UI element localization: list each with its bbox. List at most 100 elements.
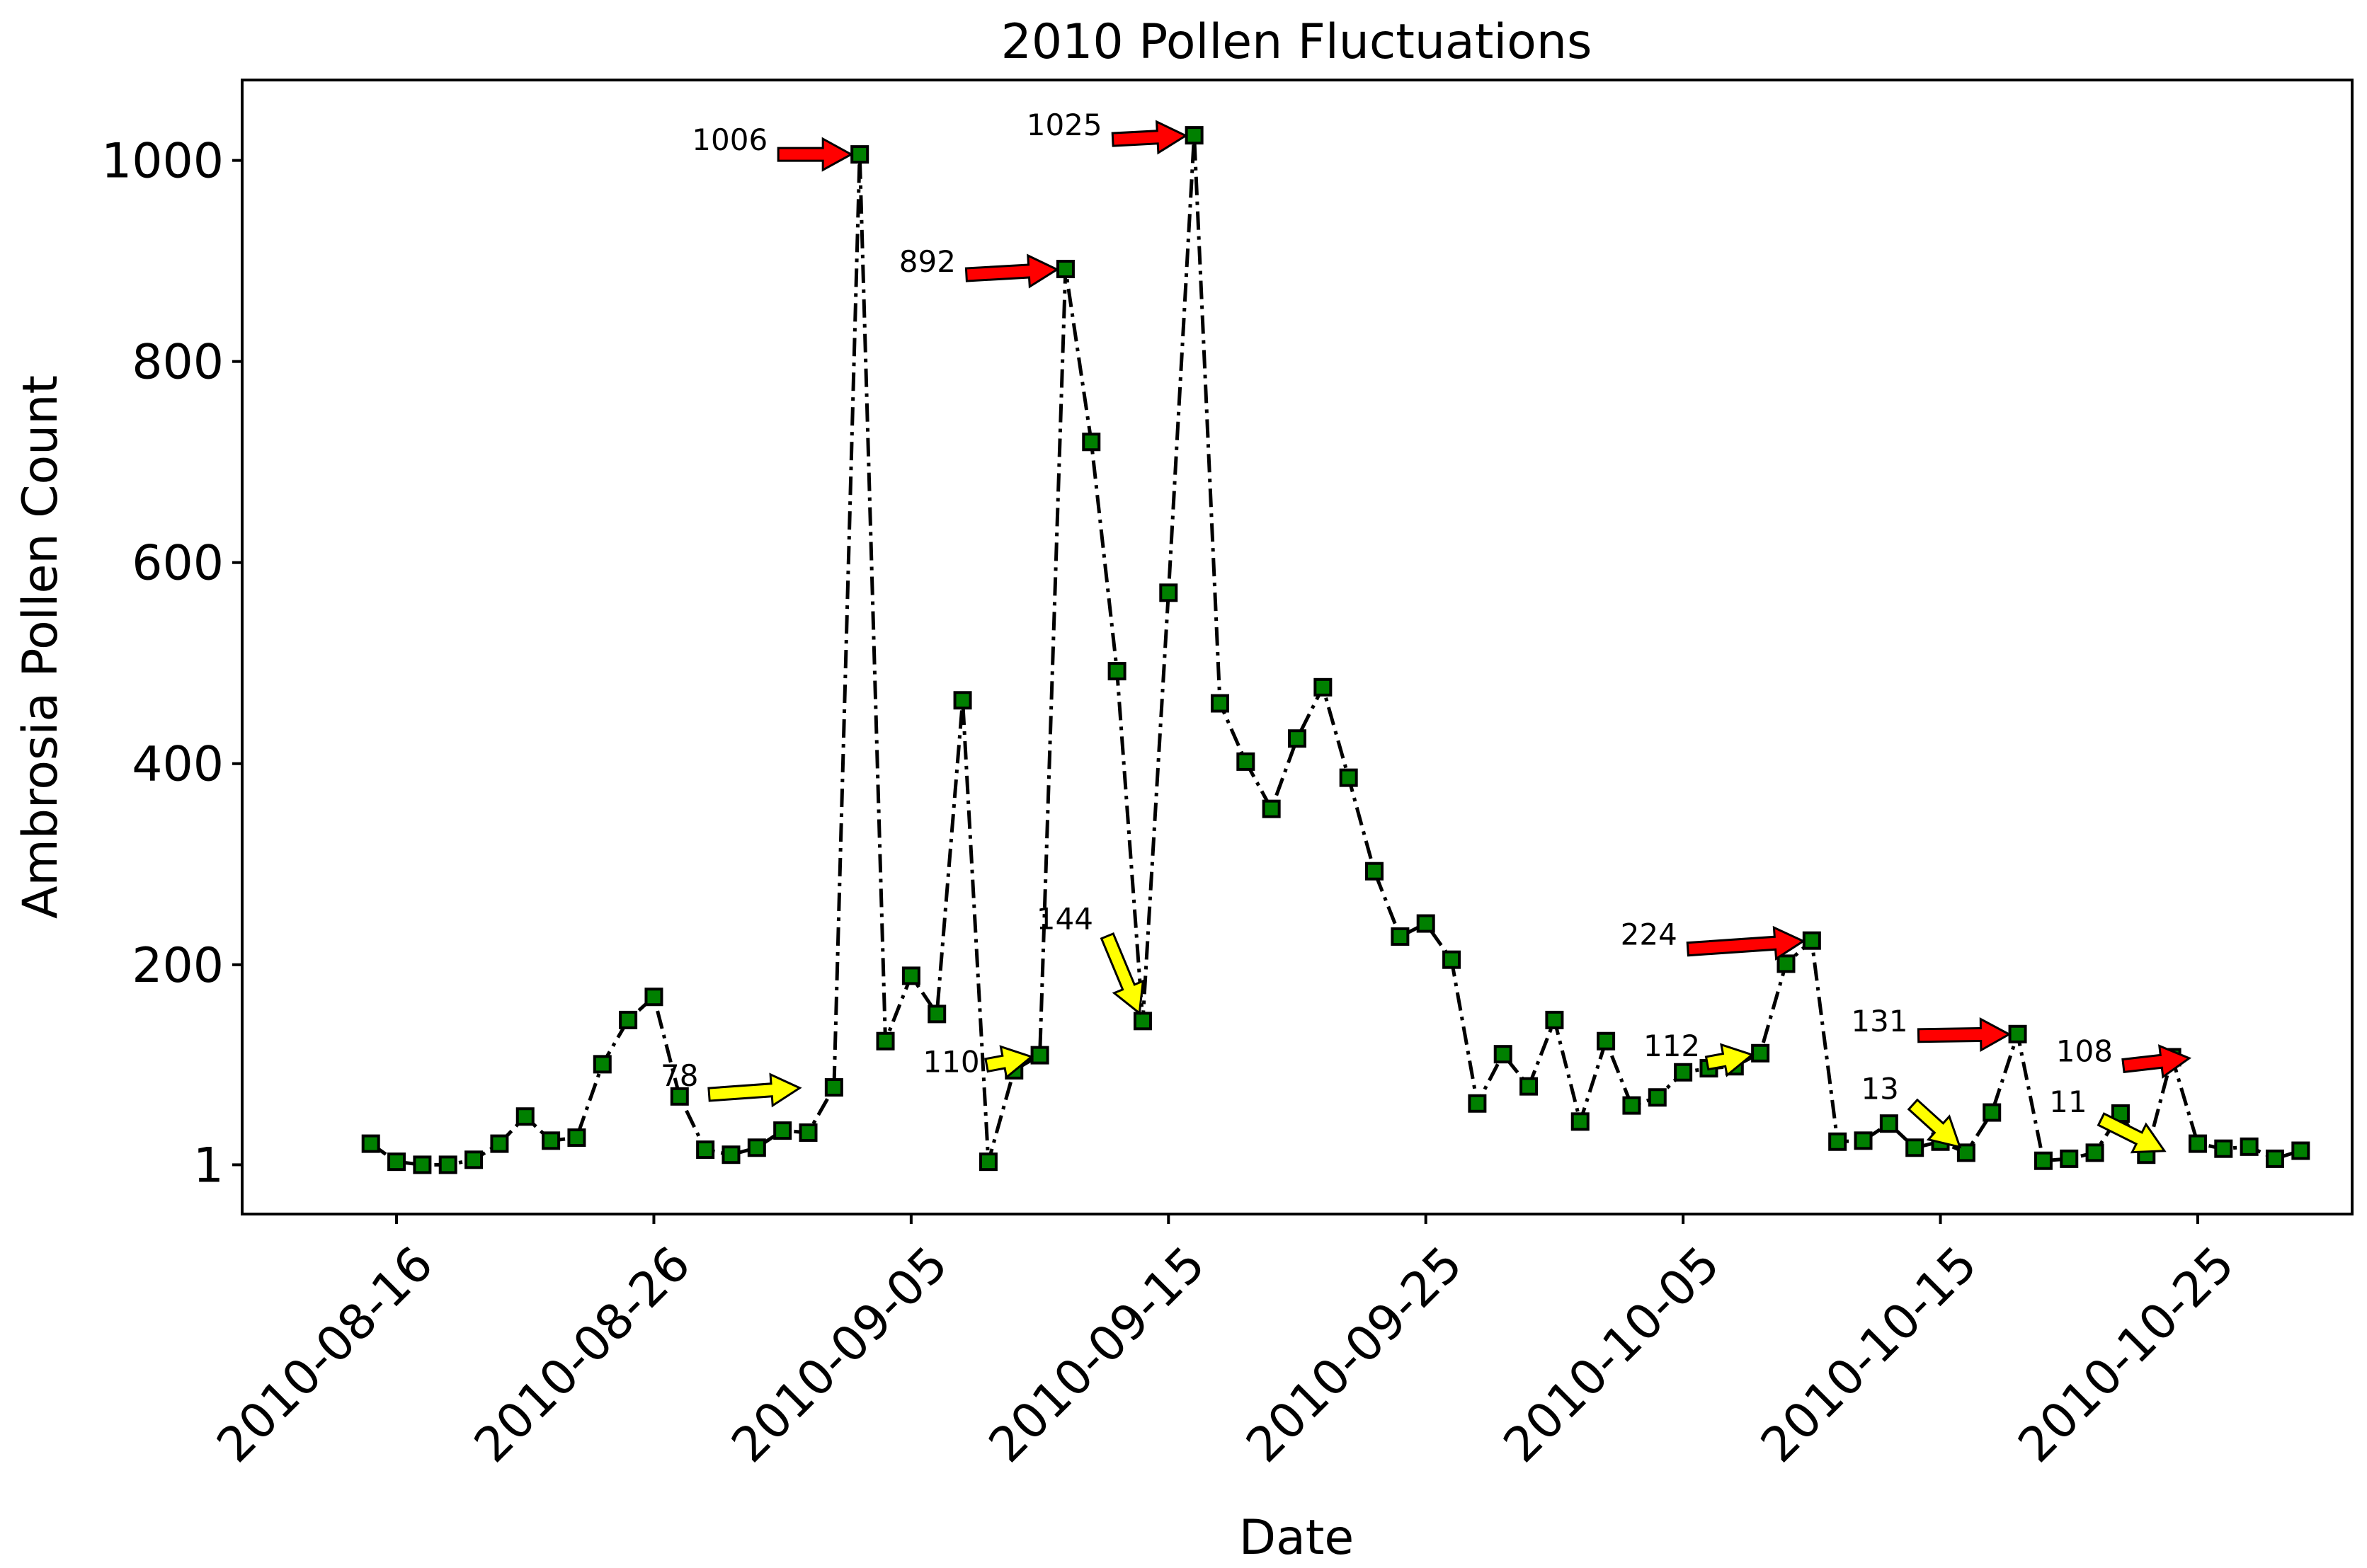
data-point [1776, 954, 1796, 973]
annotation-layer: 1006 892 1025 78 110 144 224 112 131 13 108 11 [661, 108, 2192, 1154]
data-point [1416, 914, 1435, 933]
y-tick-label: 1 [193, 1138, 224, 1194]
annotation-label: 1006 [692, 122, 768, 157]
data-point [670, 1087, 689, 1106]
data-point [953, 691, 972, 710]
data-point [1468, 1094, 1487, 1113]
chart-title: 2010 Pollen Fluctuations [1001, 14, 1592, 70]
data-point [1983, 1103, 2002, 1122]
x-axis-label: Date [1239, 1510, 1354, 1566]
data-point [1545, 1010, 1564, 1029]
annotation-arrow [1907, 1098, 1962, 1149]
data-point [2085, 1143, 2104, 1162]
data-point [2240, 1137, 2259, 1156]
data-point [413, 1155, 432, 1174]
y-tick-label: 1000 [101, 134, 224, 190]
annotation-label: 110 [923, 1045, 979, 1080]
y-tick-label: 200 [132, 938, 224, 994]
data-point [1107, 662, 1127, 681]
y-tick-label: 400 [132, 737, 224, 793]
data-point [593, 1055, 612, 1074]
data-point [1262, 799, 1281, 818]
annotation-arrow [707, 1072, 802, 1108]
data-point [1879, 1114, 1898, 1133]
annotation-arrow [964, 253, 1060, 289]
data-point [1236, 752, 1255, 771]
data-point [901, 966, 920, 985]
annotation-label: 224 [1621, 917, 1677, 952]
data-point [876, 1031, 895, 1051]
data-point [1185, 126, 1204, 145]
annotation-label: 108 [2056, 1034, 2113, 1068]
data-point [979, 1152, 998, 1172]
data-point [1828, 1132, 1847, 1151]
data-point [542, 1131, 561, 1150]
annotation-label: 11 [2049, 1085, 2087, 1119]
data-point [361, 1134, 380, 1153]
data-point [1313, 677, 1333, 697]
data-point [1493, 1045, 1512, 1064]
data-point [1648, 1088, 1667, 1107]
data-point [619, 1010, 638, 1029]
annotation-label: 131 [1851, 1004, 1907, 1038]
data-point [438, 1155, 457, 1174]
data-point [1802, 931, 1821, 950]
data-point [1133, 1012, 1152, 1031]
data-point [2034, 1151, 2053, 1170]
data-point [1339, 768, 1358, 787]
data-point [464, 1150, 484, 1169]
data-layer [361, 126, 2310, 1174]
data-point [696, 1140, 715, 1160]
annotation-label: 13 [1861, 1071, 1898, 1106]
annotation-arrow [777, 137, 854, 172]
data-point [2291, 1141, 2310, 1160]
data-point [2214, 1139, 2233, 1158]
series-line [370, 133, 2302, 1167]
annotation-label: 78 [661, 1058, 698, 1093]
data-point [1210, 694, 1229, 713]
data-point [1391, 927, 1410, 946]
data-point [1365, 862, 1384, 881]
annotation-arrow [984, 1045, 1034, 1080]
data-point [1519, 1077, 1539, 1096]
y-tick-label: 600 [132, 536, 224, 592]
data-point [1570, 1112, 1590, 1131]
data-point [1056, 260, 1075, 278]
annotation-arrow [1917, 1017, 2012, 1053]
annotation-arrow [2121, 1044, 2192, 1079]
annotation-label: 892 [899, 244, 956, 279]
data-point [1956, 1143, 1975, 1162]
annotation-arrow [1100, 932, 1145, 1016]
data-point [799, 1123, 818, 1142]
data-point [1751, 1043, 1770, 1063]
data-point [747, 1138, 766, 1157]
data-point [2188, 1134, 2207, 1153]
data-point [1622, 1096, 1641, 1115]
data-point [515, 1107, 535, 1126]
y-axis-label: Ambrosia Pollen Count [13, 375, 69, 919]
data-point [1854, 1131, 1873, 1150]
data-point [1288, 729, 1306, 748]
data-point [850, 145, 869, 164]
data-point [1674, 1063, 1693, 1082]
data-point [2060, 1149, 2079, 1168]
data-point [2265, 1149, 2284, 1168]
data-point [1082, 433, 1101, 452]
data-point [644, 988, 663, 1007]
annotation-arrow [1111, 120, 1188, 155]
data-point [1442, 950, 1461, 969]
data-point [2008, 1024, 2027, 1043]
data-point [1597, 1031, 1616, 1051]
annotation-arrow [1704, 1043, 1755, 1077]
data-point [824, 1078, 843, 1097]
annotation-label: 112 [1643, 1029, 1700, 1063]
data-point [773, 1121, 792, 1140]
data-point [567, 1128, 586, 1148]
annotation-label: 1025 [1027, 108, 1102, 142]
data-point [928, 1005, 947, 1024]
data-point [387, 1152, 406, 1172]
annotation-label: 144 [1037, 901, 1093, 936]
plot-frame [241, 79, 2354, 1215]
